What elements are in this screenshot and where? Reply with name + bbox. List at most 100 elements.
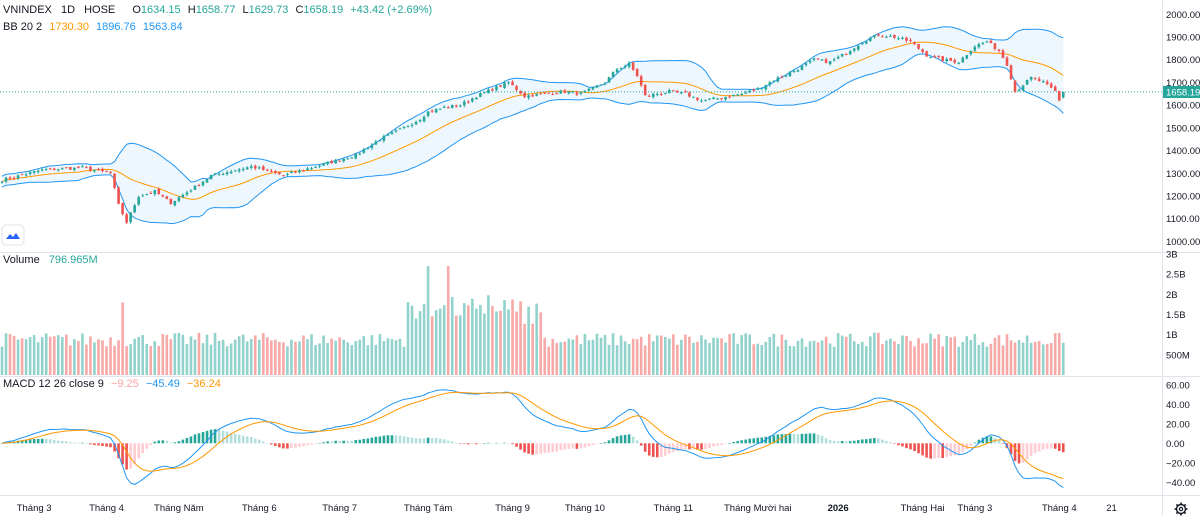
macd-hist-bar	[374, 436, 378, 444]
candle	[257, 165, 261, 170]
volume-bar	[905, 336, 908, 375]
volume-bar	[515, 311, 518, 375]
macd-hist-bar	[467, 443, 470, 445]
volume-bar	[511, 299, 514, 375]
macd-hist-bar	[917, 443, 920, 454]
macd-hist-bar	[491, 443, 494, 444]
volume-bar	[985, 346, 989, 375]
time-tick-label: 21	[1106, 503, 1117, 514]
candle	[463, 99, 466, 108]
svg-text:VNINDEX 1D HOSE: VNINDEX 1D HOSE O1634.15 H1658.77 L1629.…	[3, 4, 432, 16]
macd-hist-bar	[921, 443, 924, 456]
volume-bar	[141, 335, 144, 375]
candle	[302, 169, 305, 172]
candle	[917, 43, 920, 50]
candle	[479, 92, 482, 98]
macd-hist-bar	[591, 443, 595, 445]
macd-hist-bar	[760, 437, 764, 444]
macd-hist-bar	[579, 443, 583, 449]
macd-hist-bar	[386, 435, 390, 444]
macd-hist-bar	[109, 443, 112, 448]
macd-hist-bar	[426, 437, 430, 444]
volume-bar	[253, 335, 257, 375]
close-value: 1658.19	[303, 4, 343, 16]
candle	[728, 95, 731, 99]
macd-hist-bar	[463, 443, 466, 444]
macd-hist-bar	[358, 439, 362, 444]
tradingview-logo[interactable]	[1, 224, 25, 246]
macd-hist-bar	[961, 443, 965, 452]
candle	[752, 88, 756, 93]
symbol-label[interactable]: VNINDEX	[3, 4, 53, 16]
candle	[559, 89, 563, 94]
macd-hist-bar	[471, 443, 474, 445]
volume-bar	[262, 332, 265, 375]
volume-bar	[81, 333, 84, 375]
volume-bar	[362, 336, 366, 375]
volume-bar	[824, 336, 828, 375]
volume-bar	[306, 339, 309, 375]
macd-axis[interactable]: 60.00 40.00 20.00 0.00 −20.00 −40.00	[1166, 380, 1195, 488]
volume-bar	[583, 333, 587, 375]
macd-hist-bar	[89, 443, 92, 445]
macd-hist-bar	[724, 443, 727, 445]
gear-icon[interactable]	[1174, 502, 1188, 516]
candle	[173, 200, 177, 207]
time-axis[interactable]: Tháng 3 Tháng 4 Tháng Năm Tháng 6 Tháng 7 Thá…	[17, 503, 1117, 514]
candle	[961, 56, 965, 63]
volume-bar	[728, 334, 731, 375]
bb-label[interactable]: BB 20 2	[3, 21, 42, 33]
macd-hist-bar	[680, 443, 683, 450]
candle	[563, 88, 567, 94]
macd-hist-bar	[97, 443, 100, 446]
high-key: H	[188, 4, 196, 16]
macd-hist-bar	[547, 443, 551, 453]
macd-tick-label: −20.00	[1166, 458, 1195, 469]
interval-label[interactable]: 1D	[61, 4, 75, 16]
macd-hist-bar	[81, 442, 84, 444]
volume-bar	[89, 336, 92, 375]
volume-bar	[117, 340, 120, 375]
price-tick-label: 1600.00	[1166, 101, 1200, 112]
volume-bar	[937, 334, 940, 375]
time-tick-label: Tháng Năm	[154, 503, 204, 514]
volume-bar	[724, 342, 727, 375]
candle	[229, 169, 233, 174]
macd-hist-bar	[245, 436, 249, 444]
candle	[527, 93, 530, 100]
macd-label[interactable]: MACD 12 26 close 9	[3, 378, 104, 390]
volume-bar	[828, 343, 832, 375]
time-tick-label: Tháng Mười hai	[724, 503, 792, 514]
candle	[977, 42, 981, 49]
candle	[591, 86, 595, 91]
candle	[418, 118, 422, 123]
volume-bar	[716, 337, 719, 375]
volume-bar	[913, 346, 916, 375]
volume-bar	[603, 334, 607, 375]
volume-bar	[704, 339, 707, 375]
candle	[382, 134, 386, 143]
macd-line	[1, 389, 1064, 489]
candle	[141, 193, 144, 197]
volume-axis[interactable]: 500M 1B 1.5B 2B 2.5B 3B	[1166, 250, 1190, 362]
macd-hist-bar	[881, 439, 884, 444]
candle	[69, 166, 72, 170]
candle	[889, 33, 892, 37]
macd-hist-bar	[193, 434, 197, 444]
bb-band-fill	[2, 26, 1064, 224]
candle	[237, 167, 241, 173]
macd-hist-bar	[237, 434, 241, 444]
macd-hist-bar	[48, 439, 52, 444]
volume-label[interactable]: Volume	[3, 254, 40, 266]
candle	[780, 75, 784, 79]
macd-hist-bar	[418, 438, 422, 444]
candle	[631, 61, 635, 72]
price-axis[interactable]: 1000.00 1100.00 1200.00 1300.00 1400.00 1500.…	[1166, 10, 1200, 248]
candle	[65, 167, 68, 169]
volume-bar	[816, 342, 820, 375]
volume-bar	[1053, 333, 1057, 375]
volume-bar	[792, 346, 796, 375]
volume-bar	[483, 313, 486, 375]
volume-bar	[965, 336, 969, 375]
